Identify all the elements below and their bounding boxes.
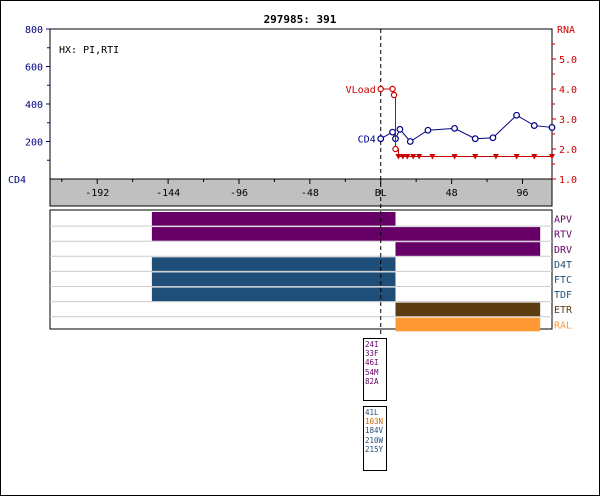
drug-label-d4t: D4T <box>554 260 572 271</box>
cd4-point <box>389 128 396 136</box>
drug-bar-d4t <box>151 257 396 271</box>
drug-row-lines <box>50 225 552 318</box>
vload-undetectable-point <box>513 154 520 160</box>
right-tick-label: 5.0 <box>559 55 577 66</box>
cd4-point <box>548 124 556 131</box>
vload-undetectable-point <box>404 154 411 160</box>
cd4-point <box>451 124 458 132</box>
x-axis-band <box>49 178 553 207</box>
pi-mutations-box: 24I 33F 46I 54M 82A <box>363 338 387 401</box>
mutation-label: 82A <box>365 376 379 386</box>
drug-label-rtv: RTV <box>554 230 572 241</box>
vload-undetectable-point <box>416 154 423 160</box>
right-tick-label: 4.0 <box>559 85 577 96</box>
vload-point <box>377 85 384 93</box>
vload-undetectable-point <box>429 154 436 160</box>
cd4-point <box>406 138 414 145</box>
right-axis-label: RNA <box>557 25 575 36</box>
x-tick-label: 96 <box>516 188 528 199</box>
drug-bar-tdf <box>151 287 396 302</box>
drug-labels: APV RTV DRV D4T FTC TDF ETR RAL <box>554 215 573 332</box>
vload-undetectable-point <box>531 154 538 160</box>
right-tick-label: 2.0 <box>559 145 577 156</box>
x-tick-label: -192 <box>85 188 109 199</box>
left-tick-label: 400 <box>25 100 43 111</box>
left-tick-label: 600 <box>25 63 43 74</box>
left-axis-label: CD4 <box>8 175 26 186</box>
drug-label-etr: ETR <box>554 305 573 316</box>
chart-title: 297985: 391 <box>264 13 337 26</box>
vload-point <box>392 145 399 153</box>
drug-label-ral: RAL <box>554 320 572 331</box>
vload-undetectable-point <box>410 154 417 160</box>
left-tick-label: 200 <box>25 138 43 149</box>
drug-bar-rtv <box>151 227 541 241</box>
hx-annotation: HX: PI,RTI <box>59 45 119 56</box>
drug-bar-drv <box>395 242 541 256</box>
series <box>377 85 556 160</box>
mutation-label: 54M <box>365 367 379 377</box>
cd4-point <box>530 122 538 129</box>
mutation-label: 33F <box>365 349 379 359</box>
plot-area <box>49 28 553 180</box>
drug-label-apv: APV <box>554 215 572 226</box>
drug-label-ftc: FTC <box>554 275 572 286</box>
vload-undetectable-point <box>549 154 555 160</box>
x-tick-label: -144 <box>156 188 180 199</box>
drug-bars <box>151 212 541 332</box>
left-tick-label: 800 <box>25 25 43 36</box>
cd4-point <box>377 135 385 143</box>
vload-undetectable-point <box>492 154 499 160</box>
mutation-label: 46I <box>365 358 379 368</box>
vload-undetectable-point <box>399 154 406 160</box>
drug-label-drv: DRV <box>554 245 572 256</box>
cd4-series-label: CD4 <box>358 135 376 146</box>
vload-point <box>390 91 398 99</box>
vload-point <box>389 85 396 93</box>
mutation-label: 24I <box>365 340 379 349</box>
right-tick-label: 3.0 <box>559 115 577 126</box>
drug-bar-apv <box>151 212 396 226</box>
rt-mutations-box: 41L 103N 184V 210W 215Y <box>363 406 387 471</box>
vload-undetectable-point <box>451 154 458 160</box>
right-tick-label: 1.0 <box>559 175 577 186</box>
vload-undetectable-point <box>472 154 479 160</box>
x-tick-label: -48 <box>301 188 319 199</box>
cd4-point <box>424 126 432 134</box>
x-tick-label: 48 <box>446 188 458 199</box>
mutation-label: 215Y <box>365 444 384 454</box>
vload-undetectable-point <box>395 154 402 160</box>
mutation-label: 184V <box>365 426 384 436</box>
cd4-point <box>471 135 479 143</box>
drug-label-tdf: TDF <box>554 290 572 301</box>
mutation-label: 210W <box>365 435 384 445</box>
drug-bar-etr <box>395 302 541 317</box>
drug-bar-ral <box>395 317 541 332</box>
drug-bar-ftc <box>151 272 396 286</box>
cd4-point <box>396 125 404 133</box>
cd4-point <box>513 111 520 119</box>
mutation-label: 41L <box>365 408 379 417</box>
mutation-label: 103N <box>365 417 384 427</box>
vload-series-label: VLoad <box>346 85 376 96</box>
cd4-point <box>489 134 497 142</box>
axes: 800 600 400 200 5.0 4.0 3.0 2.0 1.0 -192 -144 -96 -4… <box>25 25 577 199</box>
x-tick-label: -96 <box>230 188 248 199</box>
